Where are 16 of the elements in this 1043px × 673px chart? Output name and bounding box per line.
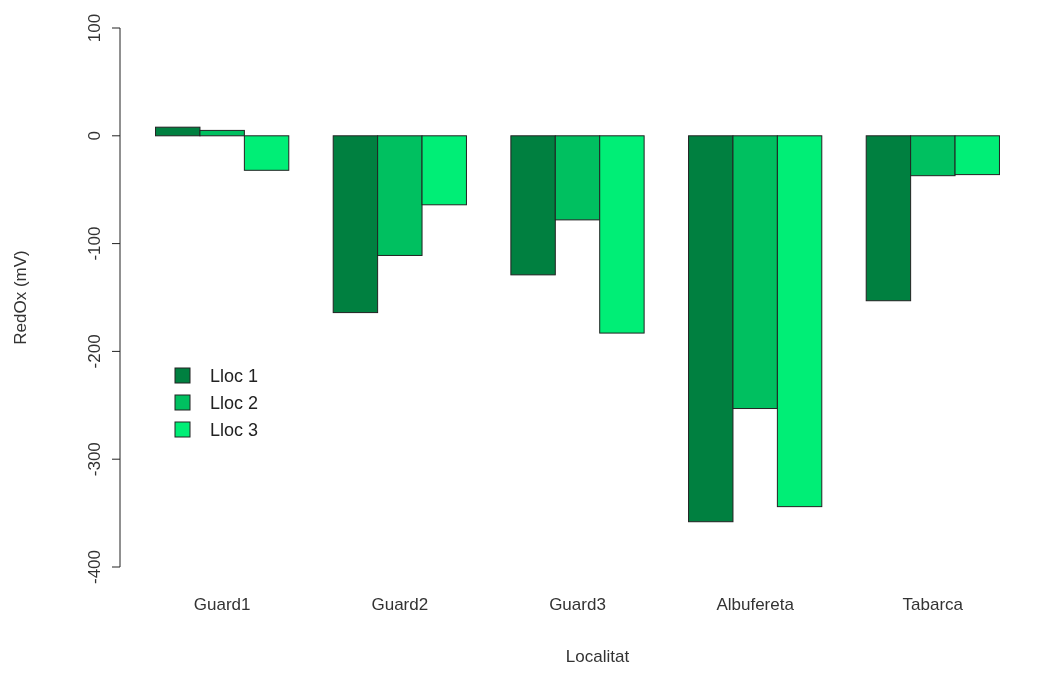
y-tick-label: -300 (85, 442, 104, 477)
y-tick-label: 100 (85, 13, 104, 43)
x-tick-label: Guard3 (549, 595, 606, 614)
x-tick-label: Albufereta (716, 595, 795, 614)
legend-label: Lloc 2 (210, 393, 259, 413)
y-tick-label: -100 (85, 226, 104, 261)
y-tick-label: -200 (85, 334, 104, 369)
x-tick-label: Guard1 (193, 595, 251, 614)
x-tick-label: Tabarca (902, 595, 964, 614)
y-axis-title: RedOx (mV) (11, 250, 30, 345)
y-tick-label: 0 (85, 131, 104, 141)
x-tick-label: Guard2 (371, 595, 429, 614)
legend-label: Lloc 3 (210, 420, 259, 440)
legend-label: Lloc 1 (210, 366, 259, 386)
x-axis-title: Localitat (565, 647, 630, 666)
y-tick-label: -400 (85, 549, 104, 585)
